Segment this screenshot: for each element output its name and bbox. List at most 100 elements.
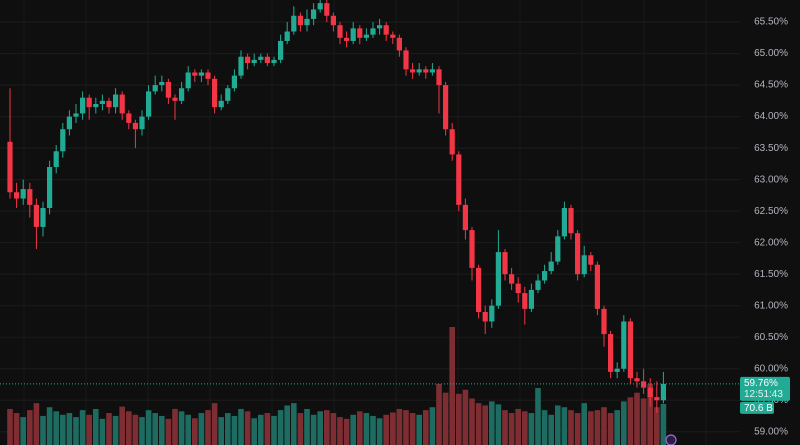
volume-bar: [429, 407, 436, 445]
volume-bar: [205, 410, 211, 445]
y-tick-label: 61.50%: [754, 269, 788, 280]
volume-bar: [482, 405, 488, 445]
volume-bar: [152, 413, 158, 445]
y-tick-label: 60.50%: [754, 332, 788, 343]
candle-body: [535, 280, 541, 290]
volume-bar: [324, 410, 330, 445]
candle-body: [344, 37, 350, 41]
volume-bar: [231, 415, 238, 445]
y-tick-label: 65.00%: [754, 48, 788, 59]
volume-bar: [548, 414, 554, 445]
volume-bar: [159, 415, 165, 445]
candle-body: [436, 69, 442, 86]
volume-bar: [607, 413, 614, 445]
candle-body: [608, 334, 614, 372]
last-price-tag: [740, 376, 790, 401]
candle-body: [126, 113, 132, 123]
candle-body: [264, 56, 270, 64]
volume-bar: [244, 411, 251, 445]
volume-bar: [357, 411, 363, 445]
volume-bar: [660, 403, 667, 445]
volume-bar: [396, 408, 403, 445]
candle-body: [47, 167, 53, 209]
price-axis: 59.00%59.50%60.00%60.50%61.00%61.50%62.0…: [0, 17, 790, 437]
candle-body: [443, 85, 449, 130]
volume-bar: [165, 418, 172, 445]
volume-bar: [304, 408, 310, 445]
volume-bar: [20, 417, 26, 445]
candles: [7, 0, 666, 413]
volume-bar: [436, 383, 442, 445]
candle-body: [495, 252, 501, 306]
countdown: 12:51:43: [744, 389, 783, 400]
volume-bar: [350, 414, 356, 445]
candle-body: [515, 283, 521, 294]
candle-body: [403, 50, 409, 70]
candle-body: [614, 368, 620, 372]
candle-body: [179, 88, 185, 101]
volume-label: 70.6 B: [744, 403, 773, 414]
candle-body: [377, 25, 383, 29]
candle-body: [86, 97, 92, 108]
candle-body: [80, 97, 86, 114]
volume-bar: [601, 407, 607, 445]
candle-body: [489, 305, 495, 322]
volume-bar: [376, 418, 383, 445]
candle-body: [350, 28, 356, 41]
candle-body: [284, 31, 290, 41]
candle-body: [575, 233, 581, 275]
candle-body: [159, 81, 165, 86]
candle-body: [423, 69, 429, 73]
candle-body: [396, 37, 402, 51]
candle-body: [647, 387, 653, 398]
volume-bar: [99, 418, 106, 445]
volume-bar: [475, 403, 482, 445]
candle-body: [238, 56, 244, 76]
candle-body: [410, 69, 416, 73]
volume-bar: [502, 410, 508, 445]
volume-bar: [211, 403, 218, 445]
volume-bar: [27, 410, 33, 445]
candle-body: [225, 88, 231, 101]
candle-body: [33, 204, 39, 227]
volume-bar: [126, 411, 132, 445]
volume-bar: [555, 405, 561, 445]
candle-body: [40, 208, 46, 227]
candle-body: [337, 25, 343, 38]
volume-bar: [277, 410, 284, 445]
volume-bar: [541, 410, 548, 445]
y-tick-label: 59.00%: [754, 426, 788, 437]
candle-body: [482, 312, 488, 322]
volume-bar: [93, 408, 99, 445]
candle-body: [621, 321, 627, 369]
candle-body: [429, 69, 435, 73]
volume-bar: [7, 408, 13, 445]
volume-bar: [291, 403, 297, 445]
volume-bar: [654, 407, 660, 445]
volume-bar: [495, 404, 502, 445]
candle-body: [522, 293, 528, 309]
candle-body: [304, 18, 310, 26]
volume-bar: [640, 398, 647, 445]
candle-body: [99, 100, 105, 105]
volume-bar: [132, 414, 139, 445]
candle-body: [205, 72, 211, 79]
event-icon: [665, 434, 677, 445]
candle-body: [139, 116, 145, 130]
volume-bar: [489, 401, 495, 445]
candle-body: [476, 267, 482, 313]
volume-bar: [73, 417, 79, 445]
candle-body: [641, 381, 647, 388]
volume-bar: [106, 413, 112, 445]
candle-body: [93, 104, 99, 108]
y-tick-label: 64.00%: [754, 111, 788, 122]
volume-bar: [218, 417, 224, 445]
candle-body: [278, 40, 284, 60]
volume-bar: [621, 401, 627, 445]
volume-bar: [53, 411, 59, 445]
candle-body: [370, 28, 376, 35]
y-tick-label: 62.50%: [754, 206, 788, 217]
volume-bar: [172, 408, 178, 445]
volume-bar: [192, 418, 198, 445]
